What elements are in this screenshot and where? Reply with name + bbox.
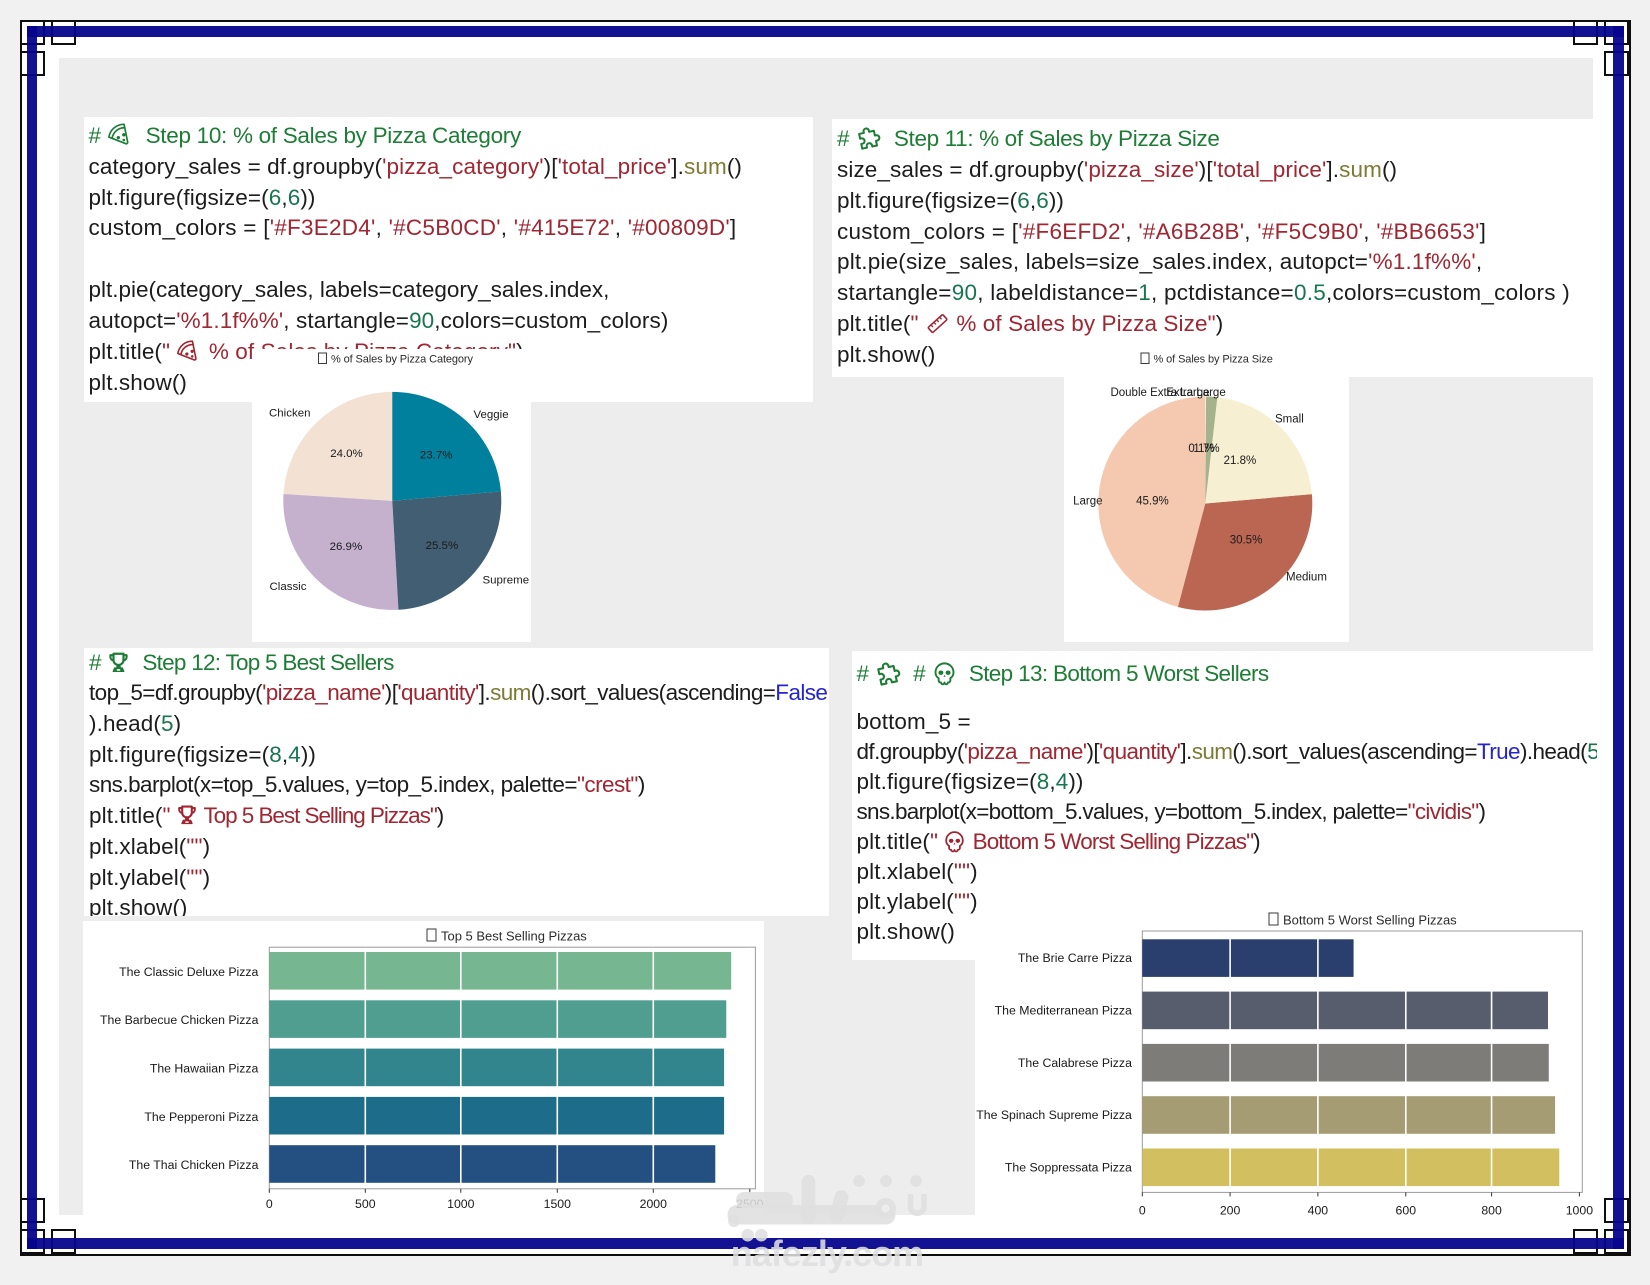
svg-text:21.8%: 21.8% (1224, 455, 1257, 467)
svg-text:26.9%: 26.9% (329, 541, 362, 553)
svg-text:Medium: Medium (1286, 572, 1327, 584)
svg-text:23.7%: 23.7% (419, 450, 452, 462)
svg-text:The Mediterranean Pizza: The Mediterranean Pizza (994, 1004, 1131, 1018)
svg-text:Classic: Classic (269, 581, 306, 593)
svg-text:24.0%: 24.0% (330, 449, 363, 461)
svg-text:The Soppressata Pizza: The Soppressata Pizza (1005, 1161, 1132, 1175)
svg-text:The Thai Chicken Pizza: The Thai Chicken Pizza (129, 1158, 259, 1172)
svg-text:Small: Small (1275, 414, 1304, 426)
svg-text:Large: Large (1073, 496, 1102, 508)
svg-text:Top 5 Best Selling Pizzas: Top 5 Best Selling Pizzas (441, 929, 587, 944)
svg-text:Extra Large: Extra Large (1166, 387, 1225, 399)
svg-text:45.9%: 45.9% (1136, 496, 1169, 508)
svg-text:600: 600 (1395, 1204, 1416, 1215)
svg-text:1500: 1500 (543, 1197, 570, 1211)
svg-text:30.5%: 30.5% (1230, 534, 1263, 546)
svg-text:0: 0 (1138, 1204, 1145, 1215)
svg-text:nafezly.com: nafezly.com (731, 1233, 923, 1274)
svg-text:800: 800 (1481, 1204, 1502, 1215)
svg-text:The Spinach Supreme Pizza: The Spinach Supreme Pizza (976, 1108, 1132, 1122)
svg-text:The Hawaiian Pizza: The Hawaiian Pizza (149, 1062, 258, 1076)
svg-text:The Calabrese Pizza: The Calabrese Pizza (1017, 1056, 1131, 1070)
svg-text:The Barbecue Chicken Pizza: The Barbecue Chicken Pizza (100, 1013, 259, 1027)
svg-text:% of Sales by Pizza Category: % of Sales by Pizza Category (330, 354, 473, 366)
svg-text:500: 500 (355, 1197, 376, 1211)
svg-text:1000: 1000 (1565, 1204, 1592, 1215)
svg-text:0.1%: 0.1% (1188, 443, 1214, 455)
svg-text:Veggie: Veggie (473, 409, 508, 421)
svg-text:Chicken: Chicken (268, 408, 310, 420)
svg-text:% of Sales by Pizza Size: % of Sales by Pizza Size (1154, 354, 1273, 366)
svg-text:2000: 2000 (639, 1197, 666, 1211)
svg-text:Supreme: Supreme (482, 575, 529, 587)
svg-text:1.7%: 1.7% (1193, 443, 1219, 455)
svg-text:Bottom 5 Worst Selling Pizzas: Bottom 5 Worst Selling Pizzas (1283, 913, 1457, 928)
svg-text:400: 400 (1307, 1204, 1328, 1215)
svg-text:The Pepperoni Pizza: The Pepperoni Pizza (144, 1110, 258, 1124)
svg-text:The Classic Deluxe Pizza: The Classic Deluxe Pizza (119, 965, 258, 979)
svg-text:The Brie Carre Pizza: The Brie Carre Pizza (1018, 952, 1132, 966)
svg-text:Double Extra Large: Double Extra Large (1110, 387, 1209, 399)
svg-text:1000: 1000 (447, 1197, 474, 1211)
svg-text:25.5%: 25.5% (425, 540, 458, 552)
svg-text:0: 0 (265, 1197, 272, 1211)
svg-text:200: 200 (1219, 1204, 1240, 1215)
